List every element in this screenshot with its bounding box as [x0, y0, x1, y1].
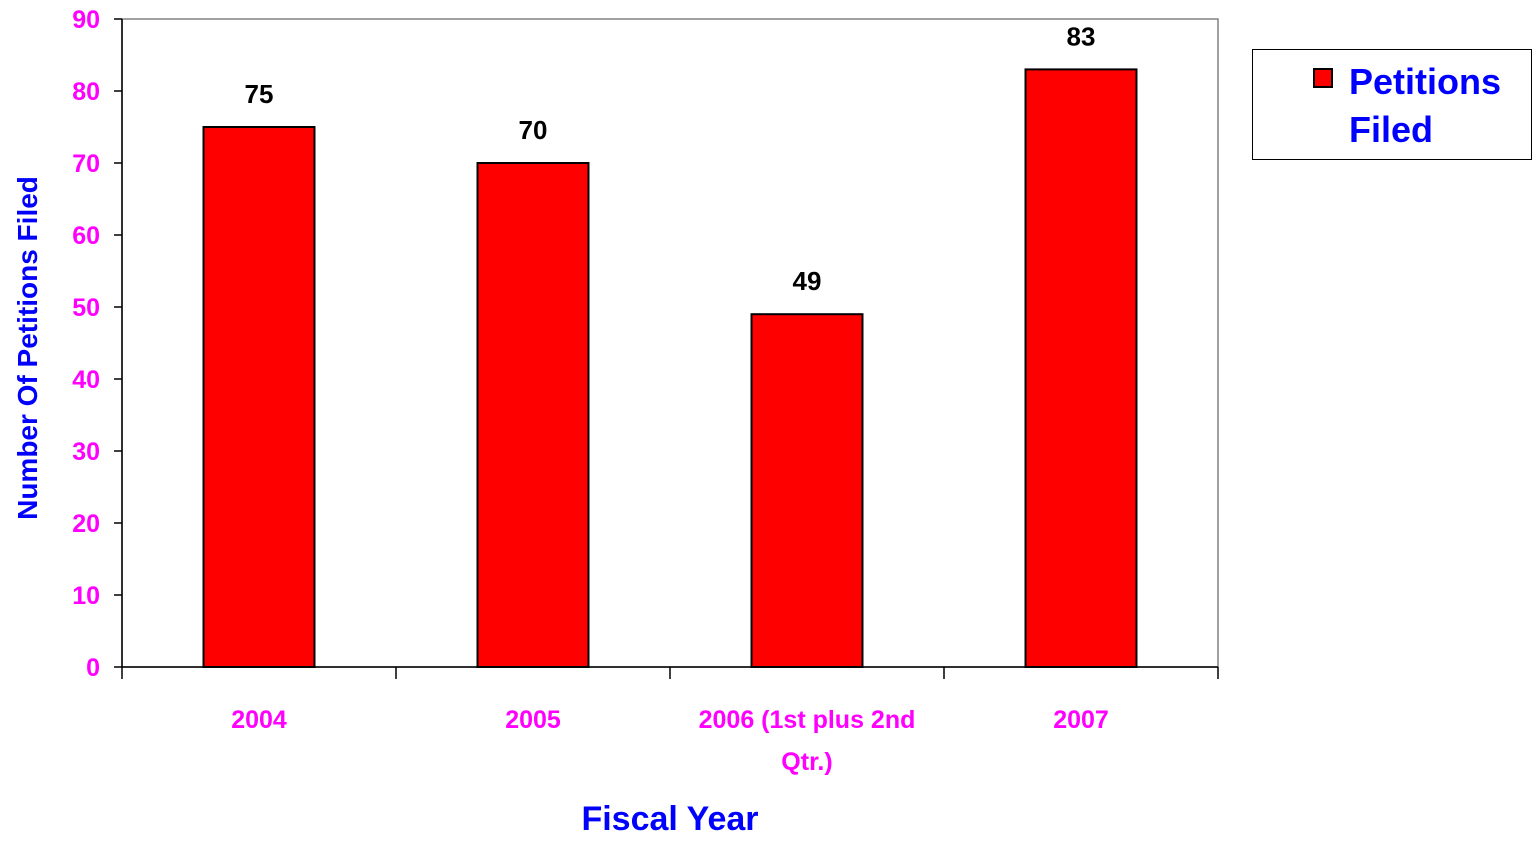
y-tick-label: 0: [86, 654, 100, 682]
x-axis: 2004 2005 2006 (1st plus 2nd Qtr.) 2007: [121, 666, 1219, 776]
y-tick-label: 80: [72, 78, 100, 106]
legend-label: Petitions Filed: [1349, 61, 1502, 150]
y-tick-label: 40: [72, 366, 100, 394]
x-tick-label: 2007: [1053, 706, 1109, 734]
bar: [1024, 68, 1138, 668]
bar: [202, 126, 316, 668]
data-labels: 75 70 49 83: [245, 21, 1096, 296]
legend: Petitions Filed: [1252, 49, 1532, 160]
y-tick-label: 20: [72, 510, 100, 538]
y-tick-label: 50: [72, 294, 100, 322]
y-axis: 0 10 20 30 40 50 60 70 80 90: [72, 6, 123, 682]
x-tick-label: 2006 (1st plus 2nd Qtr.): [699, 706, 916, 776]
x-tick-label: 2005: [505, 706, 561, 734]
bar: [750, 313, 864, 668]
y-tick-label: 70: [72, 150, 100, 178]
data-label: 83: [1067, 21, 1096, 51]
y-axis-title: Number Of Petitions Filed: [12, 176, 43, 520]
y-tick-label: 60: [72, 222, 100, 250]
data-label: 49: [793, 266, 822, 296]
bars: [202, 68, 1138, 668]
data-label: 70: [519, 115, 548, 145]
y-tick-label: 10: [72, 582, 100, 610]
y-tick-label: 90: [72, 6, 100, 34]
bar: [476, 162, 590, 668]
data-label: 75: [245, 79, 274, 109]
legend-swatch: [1313, 68, 1333, 88]
y-tick-label: 30: [72, 438, 100, 466]
x-axis-title: Fiscal Year: [581, 800, 759, 838]
x-tick-label: 2004: [231, 706, 287, 734]
